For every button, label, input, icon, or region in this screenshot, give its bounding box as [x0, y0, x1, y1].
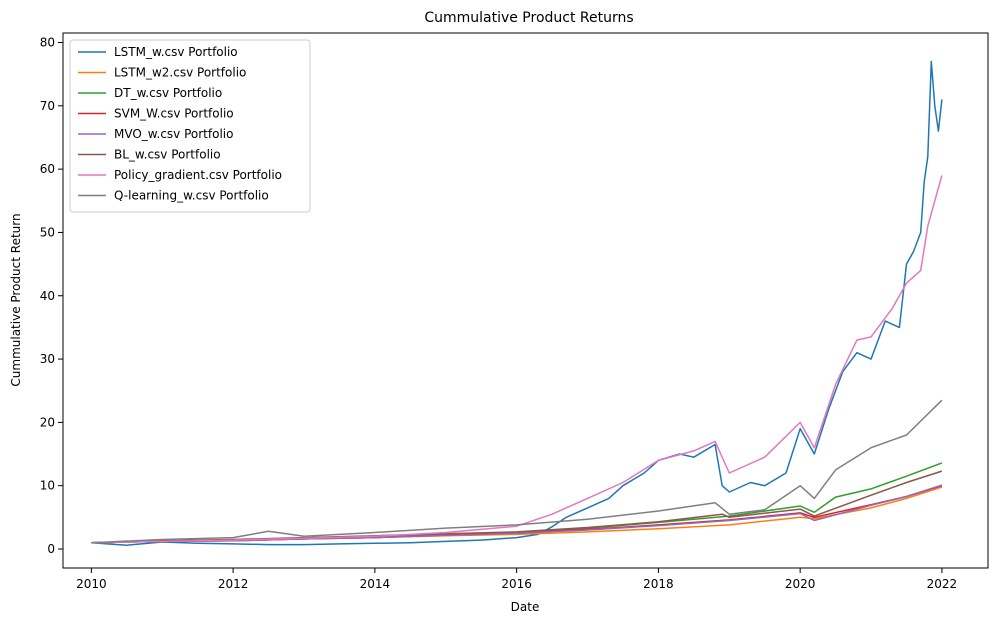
- y-tick-label-3: 30: [40, 352, 55, 366]
- x-tick-label-6: 2022: [927, 577, 958, 591]
- chart-title: Cummulative Product Returns: [424, 10, 633, 26]
- y-tick-label-1: 10: [40, 479, 55, 493]
- plot-frame: [62, 32, 989, 569]
- series-line-7: [91, 399, 943, 544]
- legend-label-5: BL_w.csv Portfolio: [114, 148, 221, 162]
- legend-label-6: Policy_gradient.csv Portfolio: [114, 168, 282, 182]
- x-tick-label-5: 2020: [785, 577, 816, 591]
- x-tick-label-0: 2010: [76, 577, 107, 591]
- x-tick-label-3: 2016: [501, 577, 532, 591]
- x-tick-label-1: 2012: [218, 577, 249, 591]
- x-axis-title: Date: [511, 600, 540, 614]
- series-layer: [91, 60, 943, 546]
- x-tick-label-2: 2014: [360, 577, 391, 591]
- legend-label-7: Q-learning_w.csv Portfolio: [114, 189, 269, 203]
- y-tick-label-6: 60: [40, 162, 55, 176]
- y-tick-label-2: 20: [40, 415, 55, 429]
- legend-label-2: DT_w.csv Portfolio: [114, 86, 222, 100]
- x-axis: 2010 2012 2014 2016 2018 2020 2022: [76, 568, 957, 591]
- y-tick-label-0: 0: [47, 542, 55, 556]
- y-tick-label-7: 70: [40, 99, 55, 113]
- y-axis: 0 10 20 30 40 50 60 70 80: [40, 35, 63, 556]
- legend-label-3: SVM_W.csv Portfolio: [114, 107, 234, 121]
- y-axis-title: Cummulative Product Return: [9, 213, 23, 386]
- legend-label-1: LSTM_w2.csv Portfolio: [114, 66, 246, 80]
- series-line-0: [91, 60, 943, 546]
- y-tick-label-8: 80: [40, 35, 55, 49]
- legend: LSTM_w.csv Portfolio LSTM_w2.csv Portfoli…: [69, 39, 311, 213]
- legend-label-4: MVO_w.csv Portfolio: [114, 127, 233, 141]
- y-tick-label-5: 50: [40, 225, 55, 239]
- series-line-6: [91, 175, 943, 544]
- legend-label-0: LSTM_w.csv Portfolio: [114, 45, 238, 59]
- legend-box: [69, 39, 311, 213]
- y-tick-label-4: 40: [40, 289, 55, 303]
- x-tick-label-4: 2018: [643, 577, 674, 591]
